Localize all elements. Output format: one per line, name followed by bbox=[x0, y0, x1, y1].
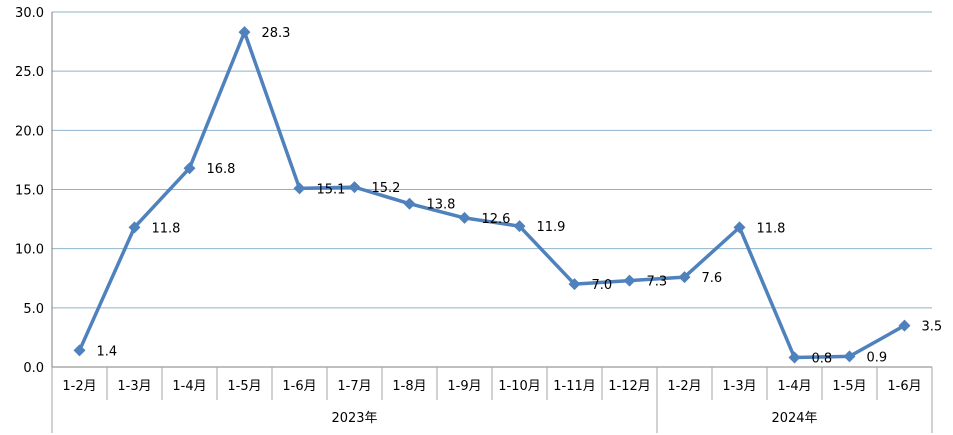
x-tick-label: 1-11月 bbox=[553, 379, 596, 394]
y-tick-label: 0.0 bbox=[23, 361, 44, 376]
data-point-marker bbox=[843, 350, 856, 363]
x-tick-label: 1-6月 bbox=[282, 379, 316, 394]
data-point-marker bbox=[183, 162, 196, 175]
x-tick-label: 1-6月 bbox=[887, 379, 921, 394]
x-tick-label: 1-4月 bbox=[777, 379, 811, 394]
data-point-marker bbox=[73, 344, 86, 357]
data-point-marker bbox=[513, 220, 526, 233]
x-tick-label: 1-7月 bbox=[337, 379, 371, 394]
data-label: 1.4 bbox=[97, 344, 118, 359]
data-point-marker bbox=[568, 278, 581, 291]
y-tick-label: 20.0 bbox=[15, 124, 44, 139]
data-label: 12.6 bbox=[482, 212, 511, 227]
data-label: 0.8 bbox=[812, 352, 833, 367]
data-label: 16.8 bbox=[207, 162, 236, 177]
x-tick-label: 1-2月 bbox=[667, 379, 701, 394]
data-label: 11.8 bbox=[152, 221, 181, 236]
data-label: 13.8 bbox=[427, 198, 456, 213]
data-point-marker bbox=[293, 182, 306, 195]
series-line bbox=[77, 30, 906, 360]
y-tick-label: 5.0 bbox=[23, 302, 44, 317]
x-tick-label: 1-4月 bbox=[172, 379, 206, 394]
x-tick-label: 1-3月 bbox=[722, 379, 756, 394]
x-tick-label: 1-8月 bbox=[392, 379, 426, 394]
data-label: 15.1 bbox=[317, 182, 346, 197]
data-point-marker bbox=[733, 221, 746, 234]
data-label: 0.9 bbox=[867, 350, 888, 365]
data-label: 7.6 bbox=[702, 271, 723, 286]
group-label: 2023年 bbox=[331, 411, 377, 426]
y-tick-label: 15.0 bbox=[15, 184, 44, 199]
data-label: 11.8 bbox=[757, 221, 786, 236]
data-point-marker bbox=[238, 26, 251, 39]
data-label: 7.3 bbox=[647, 275, 668, 290]
data-point-marker bbox=[128, 221, 141, 234]
data-label: 11.9 bbox=[537, 220, 566, 235]
y-tick-label: 25.0 bbox=[15, 65, 44, 80]
x-tick-label: 1-9月 bbox=[447, 379, 481, 394]
data-label: 28.3 bbox=[262, 26, 291, 41]
data-label: 15.2 bbox=[372, 181, 401, 196]
y-tick-label: 10.0 bbox=[15, 243, 44, 258]
data-point-marker bbox=[623, 274, 636, 287]
data-point-marker bbox=[788, 351, 801, 364]
group-label: 2024年 bbox=[771, 411, 817, 426]
x-tick-label: 1-2月 bbox=[62, 379, 96, 394]
data-point-marker bbox=[898, 319, 911, 332]
x-tick-label: 1-3月 bbox=[117, 379, 151, 394]
data-label: 7.0 bbox=[592, 278, 613, 293]
x-tick-label: 1-12月 bbox=[608, 379, 651, 394]
data-point-marker bbox=[348, 181, 361, 194]
data-point-marker bbox=[678, 271, 691, 284]
x-tick-label: 1-10月 bbox=[498, 379, 541, 394]
x-tick-label: 1-5月 bbox=[227, 379, 261, 394]
data-point-marker bbox=[458, 211, 471, 224]
x-tick-label: 1-5月 bbox=[832, 379, 866, 394]
y-tick-label: 30.0 bbox=[15, 6, 44, 21]
data-label: 3.5 bbox=[922, 320, 943, 335]
data-point-marker bbox=[403, 197, 416, 210]
